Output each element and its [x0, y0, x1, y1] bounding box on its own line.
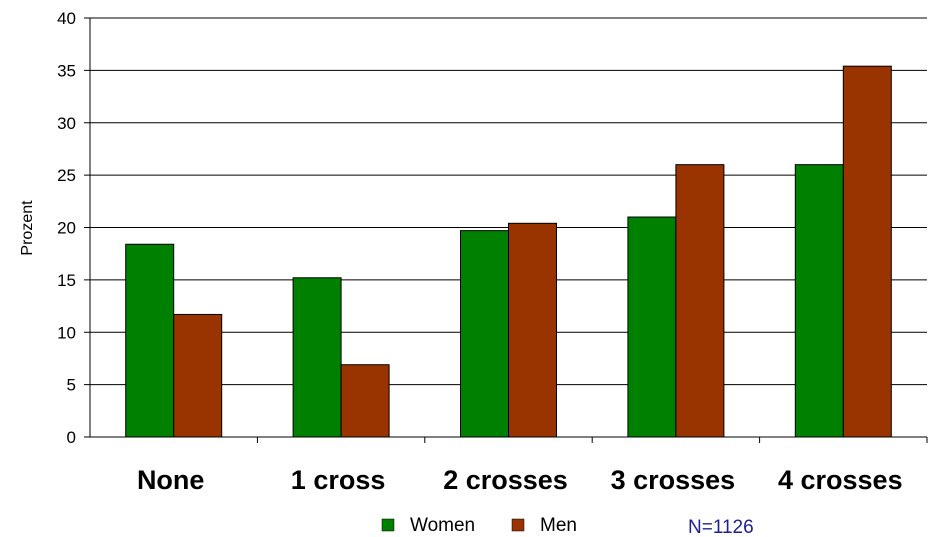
- y-tick-label: 0: [67, 428, 76, 447]
- legend-label-men: Men: [540, 515, 577, 536]
- bar-women-4: [627, 216, 677, 438]
- legend-swatch-women: [381, 518, 395, 532]
- bar-men-2: [340, 364, 390, 438]
- bar-women-2: [292, 277, 342, 438]
- bar-women-3: [460, 230, 509, 438]
- x-category-label: 3 crosses: [611, 465, 736, 495]
- bars: [125, 65, 892, 438]
- y-tick-label: 35: [57, 61, 76, 80]
- legend-label-women: Women: [410, 515, 475, 536]
- bar-women-5: [794, 164, 844, 438]
- y-tick-label: 25: [57, 166, 76, 185]
- x-category-labels: None 1 cross 2 crosses 3 crosses 4 crosses: [137, 465, 903, 495]
- y-tick-label: 15: [57, 271, 76, 290]
- y-tick-label: 20: [57, 219, 76, 238]
- y-tick-labels: 0 5 10 15 20 25 30 35 40: [57, 9, 76, 447]
- sample-size-annotation: N=1126: [688, 517, 754, 537]
- axes: [84, 17, 928, 443]
- bar-men-3: [508, 222, 557, 438]
- y-tick-label: 30: [57, 114, 76, 133]
- y-tick-label: 5: [67, 376, 76, 395]
- x-category-label: 1 cross: [291, 465, 386, 495]
- x-category-label: 4 crosses: [778, 465, 903, 495]
- x-category-label: None: [137, 465, 205, 495]
- bar-women-1: [125, 243, 175, 438]
- bar-men-5: [842, 65, 892, 438]
- x-category-label: 2 crosses: [443, 465, 568, 495]
- legend: Women Men: [381, 515, 577, 536]
- bar-men-4: [675, 164, 725, 438]
- legend-swatch-men: [511, 518, 525, 532]
- y-tick-label: 40: [57, 9, 76, 28]
- bar-men-1: [173, 313, 223, 438]
- y-axis-label: Prozent: [19, 200, 36, 256]
- y-tick-label: 10: [57, 323, 76, 342]
